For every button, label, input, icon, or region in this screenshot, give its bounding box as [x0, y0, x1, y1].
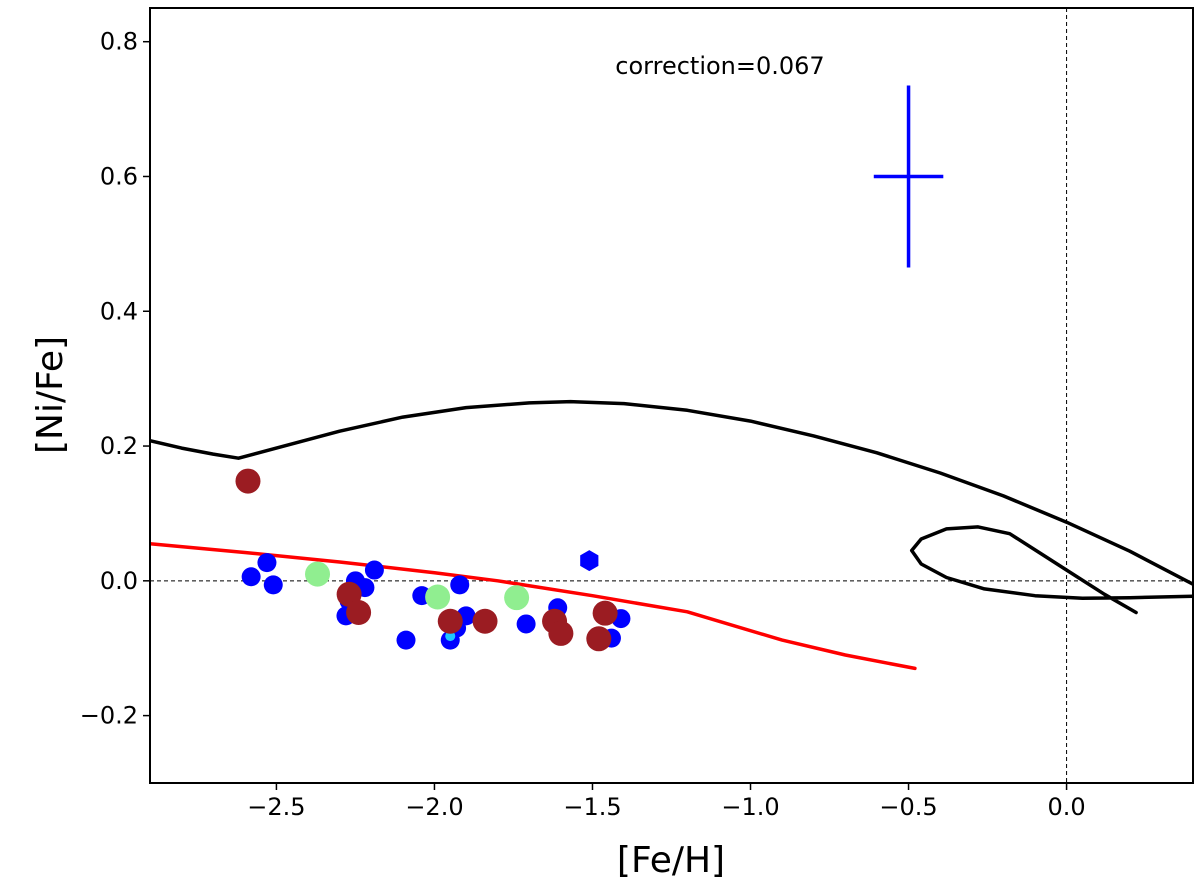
x-tick-label: −2.5	[247, 793, 305, 821]
y-tick-label: 0.6	[100, 162, 138, 190]
x-tick-label: −2.0	[405, 793, 463, 821]
y-tick-label: 0.0	[100, 567, 138, 595]
plot-frame	[149, 7, 1194, 784]
model-curve-3	[909, 525, 1193, 615]
data-point-series-1-8	[364, 560, 384, 580]
data-point-series-5-5	[472, 608, 498, 634]
data-point-series-1-13	[450, 575, 470, 595]
data-point-series-1-15	[516, 614, 536, 634]
model-curve-1	[150, 542, 917, 671]
data-point-hexagon	[580, 550, 599, 572]
data-point-series-1-2	[257, 553, 277, 573]
y-tick-label: 0.8	[100, 28, 138, 56]
data-point-series-5-4	[437, 608, 463, 634]
data-point-series-3-1	[445, 631, 456, 642]
y-tick-label: 0.2	[100, 432, 138, 460]
data-point-series-5-7	[548, 620, 574, 646]
x-tick-label: −0.5	[879, 793, 937, 821]
data-point-series-4-2	[425, 584, 451, 610]
x-tick-label: −1.0	[721, 793, 779, 821]
axis-ticks: −2.5 −2.0 −1.5 −1.0 −0.5 0.0 −0.2 0.0 0.2 0.4 0.6 0…	[80, 28, 1086, 821]
model-curve-2	[150, 399, 1193, 586]
data-point-series-1-9	[396, 630, 416, 650]
data-point-series-1-3	[263, 575, 283, 595]
y-tick-label: 0.4	[100, 297, 138, 325]
data-point-series-5-9	[592, 600, 618, 626]
y-tick-label: −0.2	[80, 702, 138, 730]
x-tick-label: −1.5	[563, 793, 621, 821]
data-point-series-5-8	[586, 626, 612, 652]
plot-area	[150, 8, 1193, 783]
data-point-series-5-1	[235, 468, 261, 494]
annotation-correction: correction=0.067	[615, 52, 824, 80]
data-point-series-1-1	[241, 567, 261, 587]
data-point-series-4-3	[504, 585, 530, 611]
x-tick-label: 0.0	[1047, 793, 1085, 821]
x-axis-label: [Fe/H]	[617, 840, 725, 881]
data-point-series-5-3	[346, 600, 372, 625]
y-axis-label: [Ni/Fe]	[30, 336, 71, 454]
data-point-series-4-1	[305, 561, 331, 587]
